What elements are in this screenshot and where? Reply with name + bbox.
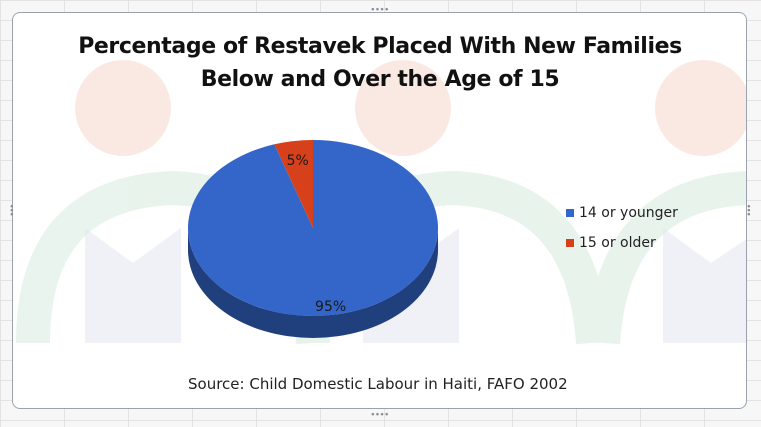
resize-handle-top[interactable]: ∙∙∙∙	[370, 5, 390, 15]
pie-plot[interactable]: 95% 5%	[150, 130, 460, 370]
data-label-14-or-younger: 95%	[315, 299, 346, 315]
pie-slice-15-or-older[interactable]	[274, 140, 313, 228]
chart-title-line-1: Percentage of Restavek Placed With New F…	[78, 34, 682, 59]
chart-title-line-2: Below and Over the Age of 15	[200, 67, 560, 92]
pie-slice-14-or-younger[interactable]	[188, 140, 439, 316]
legend-label-14-or-younger: 14 or younger	[579, 205, 678, 221]
legend-item-15-or-older[interactable]: 15 or older	[566, 233, 678, 253]
resize-handle-left[interactable]: ∙∙∙	[9, 202, 15, 220]
legend-label-15-or-older: 15 or older	[579, 235, 656, 251]
legend-swatch-14-or-younger	[566, 209, 574, 217]
data-label-15-or-older: 5%	[287, 153, 309, 169]
resize-handle-right[interactable]: ∙∙∙	[746, 202, 752, 220]
resize-handle-bottom[interactable]: ∙∙∙∙	[370, 410, 390, 420]
legend-item-14-or-younger[interactable]: 14 or younger	[566, 203, 678, 223]
source-note: Source: Child Domestic Labour in Haiti, …	[188, 375, 568, 393]
legend-swatch-15-or-older	[566, 239, 574, 247]
legend[interactable]: 14 or younger 15 or older	[566, 203, 678, 263]
pie-side-14-or-younger	[188, 228, 438, 338]
